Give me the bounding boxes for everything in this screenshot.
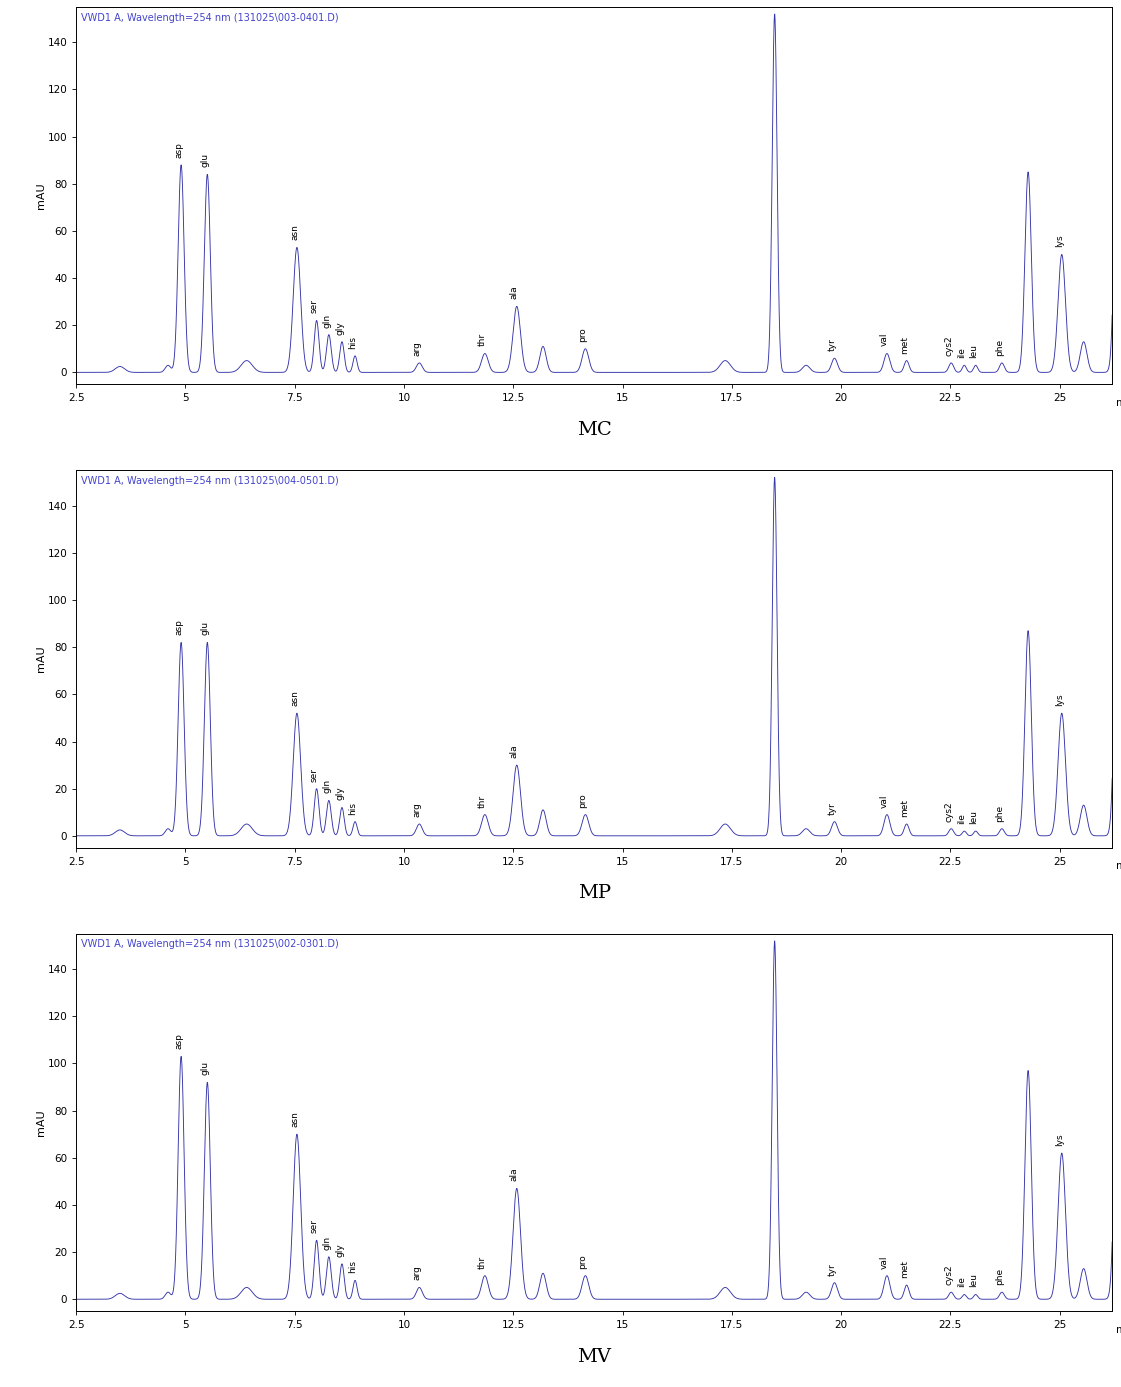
Text: glu: glu — [201, 1061, 210, 1075]
Text: ile: ile — [957, 347, 966, 358]
Text: asn: asn — [290, 691, 299, 706]
Text: lys: lys — [1055, 1133, 1064, 1146]
Text: met: met — [900, 799, 909, 817]
Text: tyr: tyr — [827, 1264, 836, 1276]
Text: VWD1 A, Wavelength=254 nm (131025\003-0401.D): VWD1 A, Wavelength=254 nm (131025\003-04… — [82, 12, 339, 22]
Y-axis label: mAU: mAU — [36, 1110, 46, 1136]
Text: pro: pro — [578, 793, 587, 807]
Text: gly: gly — [335, 1243, 344, 1257]
Text: asn: asn — [290, 225, 299, 240]
Y-axis label: mAU: mAU — [36, 182, 46, 209]
Text: gly: gly — [335, 786, 344, 800]
Text: arg: arg — [413, 802, 421, 817]
Text: lys: lys — [1055, 694, 1064, 706]
Text: his: his — [349, 1261, 358, 1273]
Text: pro: pro — [578, 1254, 587, 1269]
Text: MV: MV — [577, 1348, 611, 1366]
Text: min: min — [1117, 861, 1121, 871]
Text: ile: ile — [957, 1276, 966, 1287]
Text: ala: ala — [510, 286, 519, 300]
Text: lys: lys — [1055, 234, 1064, 247]
Text: val: val — [880, 793, 889, 807]
Text: min: min — [1117, 398, 1121, 408]
Text: met: met — [900, 336, 909, 354]
Text: MC: MC — [577, 420, 611, 438]
Text: tyr: tyr — [827, 802, 836, 814]
Text: MP: MP — [577, 885, 611, 903]
Text: cys2: cys2 — [944, 336, 953, 356]
Text: glu: glu — [201, 621, 210, 635]
Text: val: val — [880, 1255, 889, 1269]
Text: leu: leu — [969, 344, 978, 358]
Text: phe: phe — [995, 1268, 1004, 1286]
Text: met: met — [900, 1259, 909, 1277]
Text: ile: ile — [957, 813, 966, 824]
Text: ala: ala — [510, 1168, 519, 1182]
Y-axis label: mAU: mAU — [36, 646, 46, 673]
Text: phe: phe — [995, 804, 1004, 821]
Text: ser: ser — [309, 1219, 318, 1233]
Text: cys2: cys2 — [944, 1265, 953, 1286]
Text: min: min — [1117, 1325, 1121, 1334]
Text: VWD1 A, Wavelength=254 nm (131025\004-0501.D): VWD1 A, Wavelength=254 nm (131025\004-05… — [82, 476, 340, 485]
Text: ser: ser — [309, 300, 318, 313]
Text: arg: arg — [413, 1265, 421, 1280]
Text: leu: leu — [969, 810, 978, 824]
Text: ala: ala — [510, 745, 519, 759]
Text: his: his — [349, 802, 358, 814]
Text: asn: asn — [290, 1111, 299, 1128]
Text: gln: gln — [322, 1236, 331, 1250]
Text: phe: phe — [995, 338, 1004, 356]
Text: thr: thr — [478, 333, 487, 347]
Text: asp: asp — [174, 141, 184, 158]
Text: leu: leu — [969, 1273, 978, 1287]
Text: VWD1 A, Wavelength=254 nm (131025\002-0301.D): VWD1 A, Wavelength=254 nm (131025\002-03… — [82, 939, 340, 950]
Text: val: val — [880, 333, 889, 347]
Text: pro: pro — [578, 327, 587, 341]
Text: ser: ser — [309, 767, 318, 782]
Text: arg: arg — [413, 341, 421, 356]
Text: gly: gly — [335, 320, 344, 334]
Text: glu: glu — [201, 153, 210, 168]
Text: tyr: tyr — [827, 338, 836, 351]
Text: his: his — [349, 336, 358, 348]
Text: thr: thr — [478, 1255, 487, 1269]
Text: cys2: cys2 — [944, 802, 953, 821]
Text: gln: gln — [322, 313, 331, 327]
Text: thr: thr — [478, 795, 487, 807]
Text: gln: gln — [322, 779, 331, 793]
Text: asp: asp — [174, 620, 184, 635]
Text: asp: asp — [174, 1033, 184, 1050]
